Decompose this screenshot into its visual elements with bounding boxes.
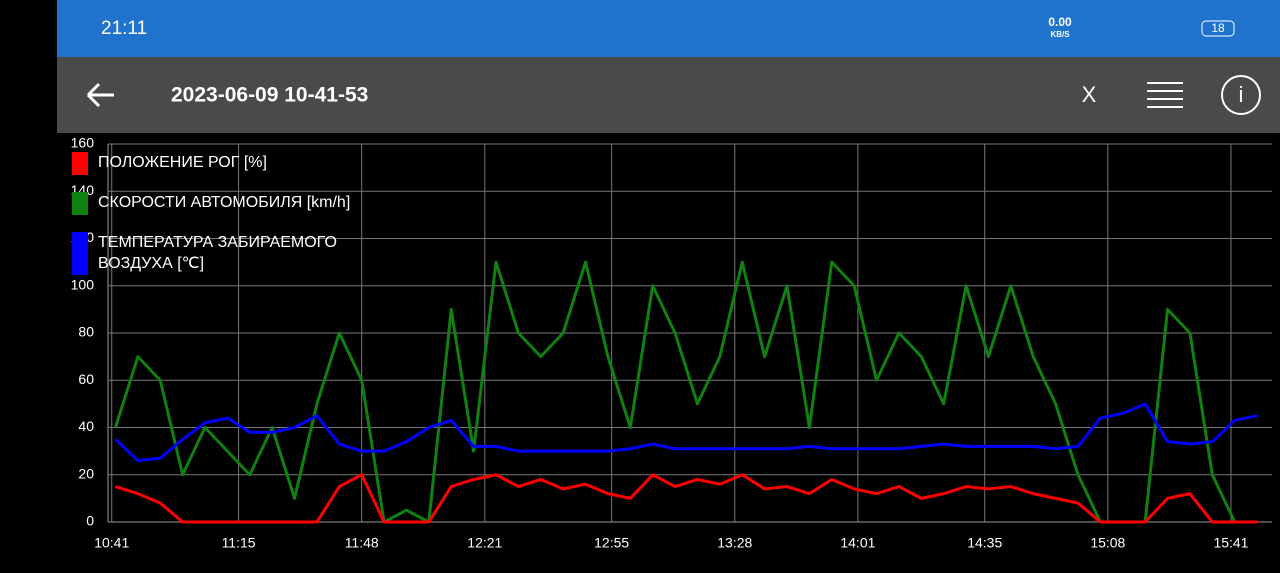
net-speed: 0.00 [1048, 15, 1072, 29]
series-line [114, 260, 1258, 524]
y-tick-label: 160 [71, 135, 95, 151]
legend-label: ТЕМПЕРАТУРА ЗАБИРАЕМОГО ВОЗДУХА [℃] [98, 234, 337, 272]
info-icon: i [1239, 82, 1244, 107]
series-line [114, 402, 1258, 463]
toolbar-title: 2023-06-09 10-41-53 [171, 84, 368, 107]
legend-swatch [72, 152, 88, 175]
info-button[interactable] [1221, 75, 1261, 115]
legend-label: ПОЛОЖЕНИЕ РОГ [%] [98, 154, 267, 171]
close-button[interactable]: X [1082, 82, 1097, 107]
back-button[interactable] [86, 82, 114, 108]
x-tick-label: 13:28 [717, 535, 752, 551]
y-tick-label: 60 [78, 371, 94, 387]
net-unit: KB/S [1050, 30, 1070, 39]
toolbar [57, 57, 1280, 133]
x-tick-label: 12:21 [467, 535, 502, 551]
list-button[interactable] [1147, 82, 1183, 108]
x-tick-label: 11:48 [345, 535, 379, 551]
legend-swatch [72, 232, 88, 275]
x-tick-label: 14:01 [840, 535, 875, 551]
y-tick-label: 100 [71, 276, 95, 292]
y-tick-label: 80 [78, 324, 94, 340]
y-tick-label: 40 [78, 418, 94, 434]
y-tick-label: 20 [78, 465, 94, 481]
status-bar [57, 0, 1280, 57]
x-tick-label: 14:35 [967, 535, 1002, 551]
status-time: 21:11 [101, 18, 147, 39]
x-tick-label: 15:41 [1213, 535, 1248, 551]
x-tick-label: 15:08 [1090, 535, 1125, 551]
legend-swatch [72, 192, 88, 215]
legend-item: СКОРОСТИ АВТОМОБИЛЯ [km/h] [72, 192, 368, 215]
legend-label: СКОРОСТИ АВТОМОБИЛЯ [km/h] [98, 194, 351, 211]
x-tick-label: 10:41 [94, 535, 129, 551]
x-tick-label: 12:55 [594, 535, 629, 551]
legend-item: ПОЛОЖЕНИЕ РОГ [%] [72, 152, 368, 175]
battery [1201, 20, 1235, 37]
series-line [115, 473, 1258, 524]
battery-level: 18 [1211, 21, 1225, 35]
y-tick-label: 0 [86, 513, 94, 529]
legend-item: ТЕМПЕРАТУРА ЗАБИРАЕМОГО ВОЗДУХА [℃] [72, 232, 368, 275]
x-tick-label: 11:15 [222, 535, 256, 551]
